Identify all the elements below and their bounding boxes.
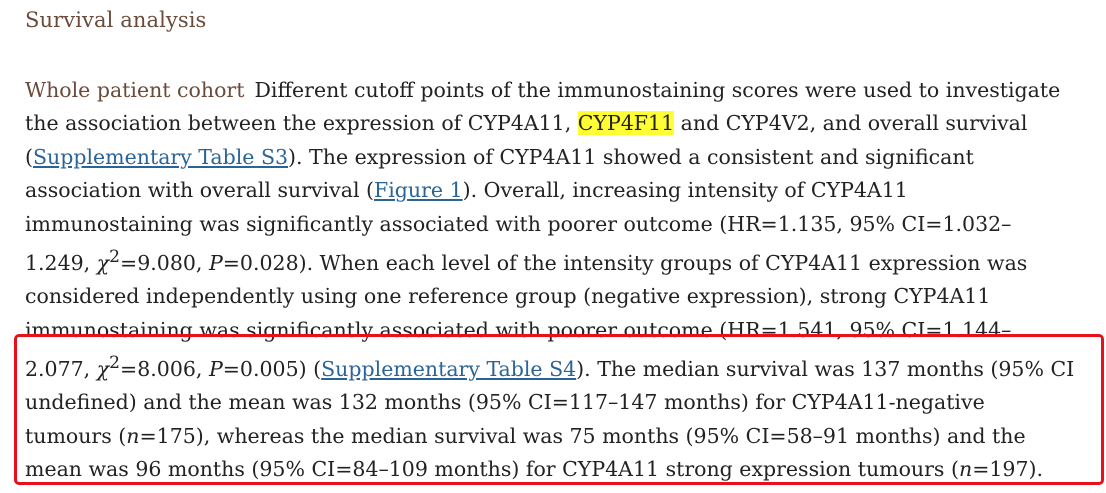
chi-symbol: χ [96, 250, 110, 275]
supplementary-table-s3-link[interactable]: Supplementary Table S3 [33, 144, 289, 169]
line-text: =175), whereas the median survival was 7… [139, 423, 1026, 448]
section-title: Survival analysis [25, 8, 207, 32]
line-text: Different cutoff points of the immunosta… [254, 78, 1061, 102]
line-text: 1.249, [25, 250, 97, 275]
chi-symbol: χ [96, 356, 110, 381]
subheading-whole-patient-cohort: Whole patient cohort [25, 78, 245, 102]
line-text: ). The median survival was 137 months (9… [576, 356, 1075, 381]
line-text: association with overall survival ( [25, 178, 375, 203]
paragraph-line: immunostaining was significantly associa… [25, 211, 1012, 236]
paragraph-line: 1.249, χ2=9.080, P=0.028). When each lev… [25, 241, 1095, 280]
line-text: mean was 96 months (95% CI=84–109 months… [25, 457, 959, 482]
line-text: the association between the expression o… [25, 111, 578, 136]
line-text: =0.028). When each level of the intensit… [222, 250, 1028, 275]
paragraph-line: considered independently using one refer… [25, 284, 991, 309]
paragraph-line: 2.077, χ2=8.006, P=0.005) (Supplementary… [25, 347, 1095, 386]
line-text: =0.005) ( [222, 356, 322, 381]
paragraph-line: the association between the expression o… [25, 107, 1095, 140]
superscript: 2 [109, 353, 121, 374]
paragraph-line: (Supplementary Table S3). The expression… [25, 141, 1095, 174]
n-symbol: n [958, 457, 973, 482]
paragraph-line: association with overall survival (Figur… [25, 174, 1095, 207]
p-symbol: P [208, 356, 223, 381]
line-text: and CYP4V2, and overall survival [674, 111, 1028, 136]
line-text: =197). [972, 457, 1044, 482]
highlighted-term: CYP4F11 [577, 111, 675, 136]
line-text: =9.080, [120, 250, 209, 275]
paragraph-line: Whole patient cohort Different cutoff poi… [25, 74, 1095, 107]
line-text: ). Overall, increasing intensity of CYP4… [462, 178, 908, 203]
survival-paragraph: Whole patient cohort Different cutoff poi… [25, 74, 1095, 487]
line-text: 2.077, [25, 356, 97, 381]
p-symbol: P [208, 250, 223, 275]
paragraph-line: mean was 96 months (95% CI=84–109 months… [25, 453, 1095, 486]
line-text: tumours ( [25, 423, 127, 448]
supplementary-table-s4-link[interactable]: Supplementary Table S4 [321, 356, 577, 381]
line-text: ( [25, 144, 33, 169]
paragraph-line: undefined) and the mean was 132 months (… [25, 390, 985, 415]
superscript: 2 [109, 247, 121, 268]
figure-1-link[interactable]: Figure 1 [374, 178, 463, 203]
paragraph-line: tumours (n=175), whereas the median surv… [25, 420, 1095, 453]
line-text: =8.006, [120, 356, 209, 381]
line-text: ). The expression of CYP4A11 showed a co… [288, 144, 974, 169]
n-symbol: n [126, 423, 140, 448]
paragraph-line: immunostaining was significantly associa… [25, 317, 1012, 342]
